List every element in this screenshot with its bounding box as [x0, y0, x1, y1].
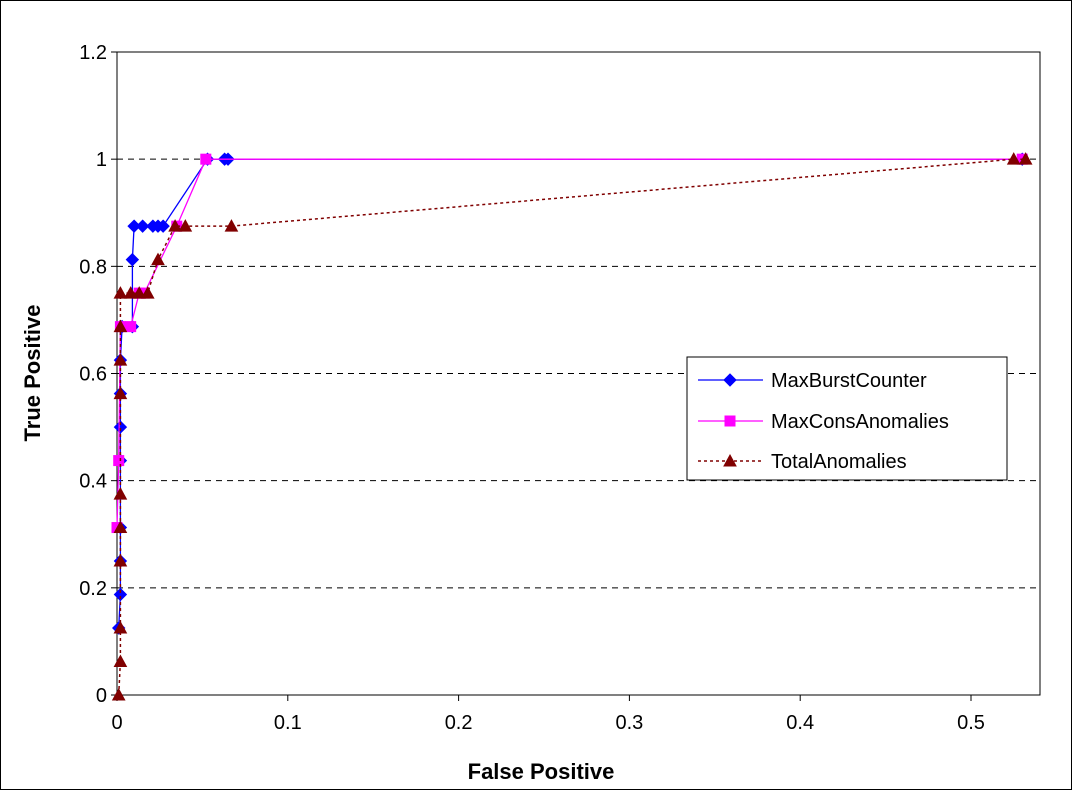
data-point-totalanomalies: [113, 386, 128, 400]
legend-marker: [723, 373, 737, 387]
x-tick-label: 0.2: [445, 712, 473, 734]
data-point-totalanomalies: [113, 319, 128, 333]
data-point-maxburstcounter: [135, 219, 150, 233]
y-tick-label: 0.2: [79, 578, 107, 600]
legend-entry-totalanomalies: TotalAnomalies: [698, 451, 907, 473]
y-axis-label: True Positive: [20, 305, 45, 442]
y-tick-label: 0.6: [79, 364, 107, 386]
data-point-totalanomalies: [1018, 152, 1033, 165]
legend-entry-maxconsanomalies: MaxConsAnomalies: [698, 411, 949, 433]
data-point-totalanomalies: [113, 520, 128, 534]
data-point-totalanomalies: [178, 219, 193, 232]
data-point-maxburstcounter: [125, 252, 140, 267]
data-point-maxconsanomalies: [113, 455, 125, 467]
legend-items: MaxBurstCounter MaxConsAnomalies TotalAnom…: [698, 370, 949, 473]
x-tick-label: 0: [111, 712, 122, 734]
legend-entry-maxburstcounter: MaxBurstCounter: [698, 370, 927, 392]
legend-label: MaxBurstCounter: [771, 370, 927, 392]
data-point-totalanomalies: [151, 252, 165, 266]
legend-marker: [724, 415, 736, 427]
data-point-maxconsanomalies: [125, 321, 137, 333]
y-tick-label: 0.8: [79, 256, 107, 278]
data-point-totalanomalies: [113, 353, 128, 366]
legend-box: [686, 356, 1008, 481]
y-tick-label: 0.4: [79, 471, 107, 493]
x-axis-label: False Positive: [468, 759, 615, 784]
x-tick-label: 0.5: [957, 712, 985, 734]
y-tick-label: 0: [96, 685, 107, 707]
data-point-maxburstcounter: [156, 219, 170, 233]
data-point-totalanomalies: [224, 219, 239, 232]
data-point-totalanomalies: [132, 286, 147, 299]
series-totalanomalies: [111, 152, 1033, 701]
data-point-totalanomalies: [1006, 152, 1021, 165]
data-point-totalanomalies: [113, 620, 128, 634]
x-tick-label: 0.1: [274, 712, 302, 734]
y-tick-label: 1.2: [79, 42, 107, 64]
legend: MaxBurstCounter MaxConsAnomalies TotalAnom…: [686, 356, 1008, 481]
legend-label: MaxConsAnomalies: [771, 411, 949, 433]
data-point-totalanomalies: [113, 487, 128, 500]
axes: 0 0.2 0.4 0.6 0.8 1 1.2 0 0.1 0.2 0.3 0.4 0.5: [79, 42, 985, 734]
data-point-maxconsanomalies: [200, 153, 212, 165]
data-point-maxburstcounter: [113, 420, 128, 434]
y-tick-label: 1: [96, 149, 107, 171]
series: [111, 152, 1033, 701]
x-tick-label: 0.4: [786, 712, 814, 734]
legend-label: TotalAnomalies: [771, 451, 907, 473]
data-point-totalanomalies: [113, 553, 128, 567]
data-point-totalanomalies: [140, 286, 155, 299]
data-point-totalanomalies: [123, 286, 138, 299]
x-tick-label: 0.3: [615, 712, 643, 734]
legend-marker: [723, 453, 737, 467]
data-point-maxburstcounter: [113, 587, 128, 602]
data-point-totalanomalies: [113, 286, 128, 299]
data-point-totalanomalies: [168, 219, 182, 232]
data-point-totalanomalies: [113, 654, 128, 668]
data-point-totalanomalies: [111, 687, 126, 701]
